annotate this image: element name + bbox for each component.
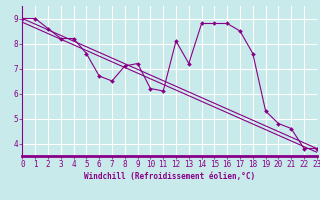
X-axis label: Windchill (Refroidissement éolien,°C): Windchill (Refroidissement éolien,°C) — [84, 172, 255, 181]
